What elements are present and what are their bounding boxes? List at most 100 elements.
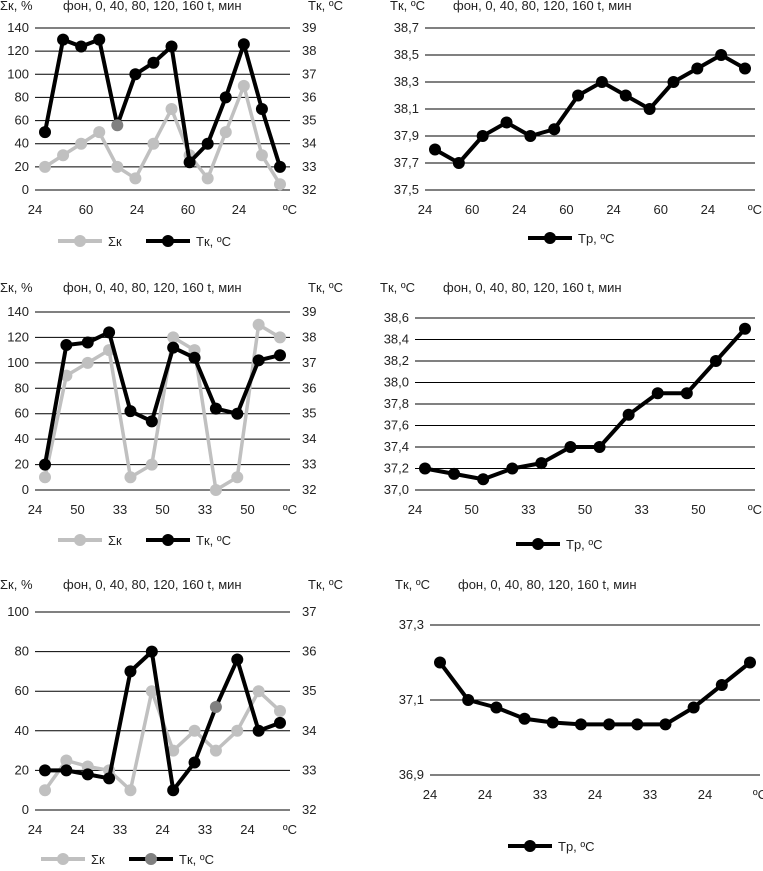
legend: Tр, ºC [508, 839, 595, 854]
data-point [145, 458, 158, 471]
data-point [434, 656, 446, 669]
data-point [574, 718, 587, 731]
right-tick-label: 36 [302, 644, 316, 659]
legend-marker [57, 853, 69, 865]
data-point [667, 76, 680, 88]
data-point [715, 679, 728, 691]
data-point [93, 126, 106, 139]
left-tick-label: 20 [15, 159, 29, 174]
data-point [452, 157, 465, 169]
chart-title: фон, 0, 40, 80, 120, 160 t, мин [458, 577, 637, 592]
right-axis-label: Tк, ºC [308, 280, 343, 295]
legend-marker [162, 534, 174, 546]
x-tick-label: 24 [155, 822, 169, 837]
left-tick-label: 60 [15, 406, 29, 421]
x-tick-label: 24 [28, 502, 42, 517]
data-point [448, 467, 461, 480]
right-tick-label: 37 [302, 66, 316, 81]
left-tick-label: 37,7 [394, 155, 419, 170]
left-axis-label: Tк, ºC [395, 577, 430, 592]
left-axis-label: Σк, % [0, 0, 33, 13]
left-tick-label: 38,7 [394, 20, 419, 35]
data-point [476, 130, 489, 142]
left-axis-label: Σк, % [0, 280, 33, 295]
right-tick-label: 32 [302, 802, 316, 817]
data-point [593, 441, 606, 453]
data-point [81, 768, 94, 781]
right-tick-label: 34 [302, 431, 316, 446]
x-tick-label: 50 [578, 502, 592, 517]
x-tick-label: 24 [588, 787, 602, 802]
data-point [81, 336, 94, 349]
left-tick-label: 40 [15, 723, 29, 738]
right-tick-label: 33 [302, 159, 316, 174]
legend-marker [532, 538, 544, 550]
legend-label: Σк [91, 852, 105, 866]
data-point [39, 471, 51, 484]
x-tick-label: 60 [79, 202, 93, 217]
left-tick-label: 38,3 [394, 74, 419, 89]
data-point [274, 160, 286, 173]
data-point [209, 484, 222, 496]
data-point [709, 355, 722, 367]
legend-label: Tк, ºC [179, 852, 214, 866]
data-point [274, 331, 286, 344]
right-tick-label: 37 [302, 604, 316, 619]
right-tick-label: 35 [302, 406, 316, 421]
x-tick-label: 24 [408, 502, 422, 517]
x-tick-label: 60 [465, 202, 479, 217]
legend: Σк Tк, ºC [41, 852, 214, 867]
chart-row1-left: Σк, % фон, 0, 40, 80, 120, 160 t, мин Tк, … [0, 0, 343, 249]
right-tick-label: 34 [302, 723, 316, 738]
right-tick-label: 32 [302, 482, 316, 497]
x-tick-label: ºC [748, 502, 762, 517]
data-point [524, 130, 537, 142]
chart-title: фон, 0, 40, 80, 120, 160 t, мин [63, 280, 242, 295]
data-point [252, 724, 265, 737]
x-tick-label: 33 [198, 822, 212, 837]
data-point [255, 103, 268, 115]
legend-label: Tк, ºC [196, 533, 231, 548]
left-tick-label: 20 [15, 457, 29, 472]
data-point [124, 471, 137, 484]
left-tick-label: 37,9 [394, 128, 419, 143]
legend-marker [162, 235, 174, 247]
x-tick-label: 24 [698, 787, 712, 802]
data-point [129, 68, 142, 81]
left-tick-label: 38,6 [384, 310, 409, 325]
data-point [548, 123, 561, 136]
left-tick-label: 37,8 [384, 396, 409, 411]
data-point [631, 718, 644, 731]
left-tick-label: 37,3 [399, 617, 424, 632]
chart-title: фон, 0, 40, 80, 120, 160 t, мин [453, 0, 632, 13]
data-point [252, 685, 265, 698]
right-axis-label: Tк, ºC [308, 577, 343, 592]
left-tick-label: 20 [15, 762, 29, 777]
x-tick-label: 24 [70, 822, 84, 837]
legend: Σк Tк, ºC [58, 533, 231, 548]
data-point [145, 645, 158, 658]
x-tick-label: 33 [643, 787, 657, 802]
left-tick-label: 0 [22, 802, 29, 817]
data-point [651, 387, 664, 400]
data-point [93, 33, 106, 46]
data-point [231, 471, 244, 484]
series-line-1 [45, 649, 281, 793]
data-point [518, 712, 531, 725]
right-tick-label: 39 [302, 304, 316, 319]
left-tick-label: 37,1 [399, 692, 424, 707]
chart-title: фон, 0, 40, 80, 120, 160 t, мин [63, 0, 242, 13]
right-tick-label: 36 [302, 380, 316, 395]
data-point [462, 694, 475, 706]
data-point [419, 462, 431, 475]
chart-row3-left: Σк, % фон, 0, 40, 80, 120, 160 t, мин Tк, … [0, 577, 343, 867]
data-point [39, 160, 51, 173]
data-point [129, 172, 142, 185]
data-point [167, 341, 180, 354]
data-point [81, 356, 94, 369]
x-tick-label: 24 [423, 787, 437, 802]
data-point [622, 408, 635, 421]
data-point [219, 91, 232, 104]
data-point [687, 701, 700, 714]
